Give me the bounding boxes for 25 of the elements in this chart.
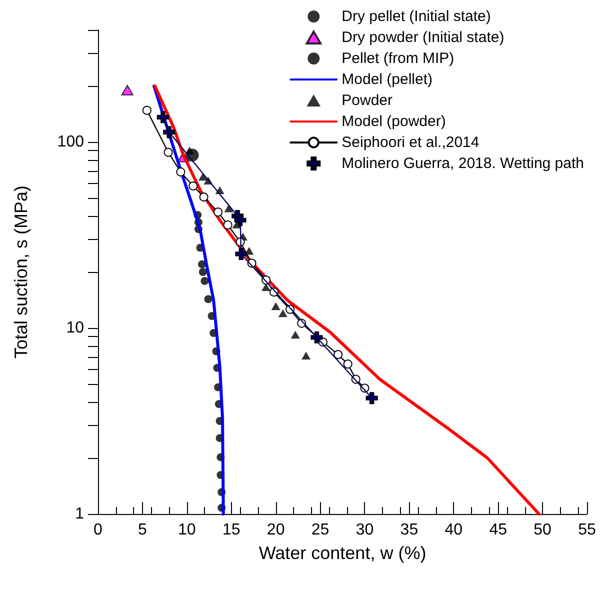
x-tick-label: 50 xyxy=(534,522,552,538)
x-axis-title: Water content, w (%) xyxy=(258,543,426,563)
x-tick-label: 55 xyxy=(578,522,596,538)
x-tick-label: 30 xyxy=(356,522,374,538)
x-tick-label: 10 xyxy=(178,522,196,538)
x-tick-label: 15 xyxy=(222,522,240,538)
legend-label: Model (powder) xyxy=(342,113,446,130)
legend-label: Powder xyxy=(342,92,393,109)
x-tick-label: 20 xyxy=(266,522,285,538)
legend-label: Pellet (from MIP) xyxy=(342,50,454,67)
x-tick-label: 5 xyxy=(138,522,147,538)
x-tick-label: 25 xyxy=(311,522,330,538)
legend-label: Seiphoori et al.,2014 xyxy=(342,134,480,151)
legend-label: Dry powder (Initial state) xyxy=(342,29,504,46)
x-tick-label: 0 xyxy=(94,522,103,538)
x-tick-label: 40 xyxy=(444,522,463,538)
x-tick-label: 45 xyxy=(489,522,508,538)
x-tick-label: 35 xyxy=(400,522,418,538)
y-tick-label: 100 xyxy=(57,133,84,150)
legend-label: Model (pellet) xyxy=(342,71,433,88)
legend-label: Molinero Guerra, 2018. Wetting path xyxy=(342,155,584,172)
y-tick-label: 1 xyxy=(75,506,84,522)
legend-label: Dry pellet (Initial state) xyxy=(342,8,491,25)
y-axis-title: Total suction, s (MPa) xyxy=(11,185,31,359)
y-tick-label: 10 xyxy=(66,319,84,336)
